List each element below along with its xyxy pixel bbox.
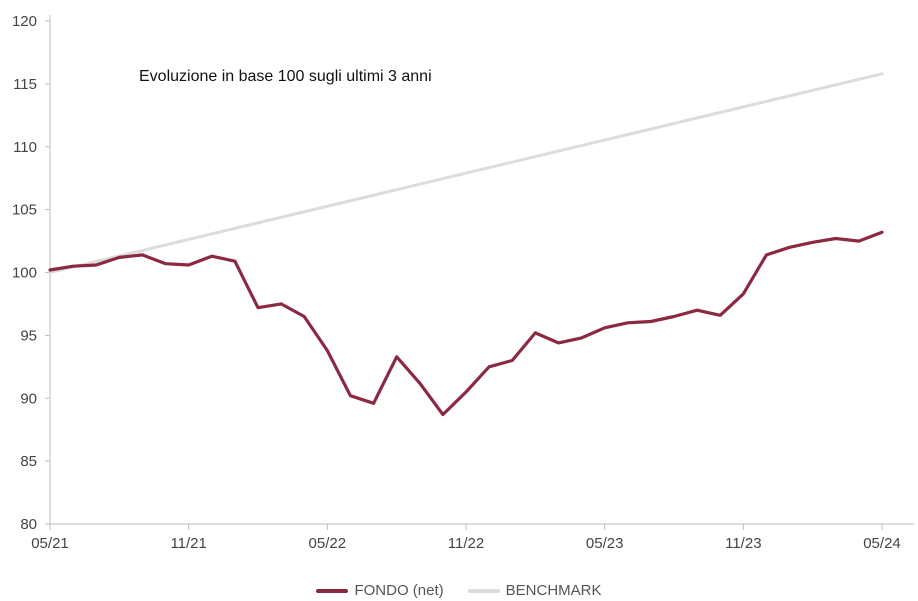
x-tick-label: 11/21 xyxy=(170,535,206,552)
legend-item-fondo: FONDO (net) xyxy=(316,582,444,599)
series-line-benchmark xyxy=(48,72,884,274)
legend-swatch-fondo xyxy=(316,588,349,593)
y-tick-label: 85 xyxy=(20,453,37,470)
chart-title: Evoluzione in base 100 sugli ultimi 3 an… xyxy=(139,68,432,85)
legend-label-fondo: FONDO (net) xyxy=(354,582,444,599)
legend-swatch-benchmark xyxy=(467,588,500,593)
legend-label-benchmark: BENCHMARK xyxy=(505,582,602,599)
x-tick-label: 05/23 xyxy=(586,535,624,552)
series-line-fondo xyxy=(48,230,884,417)
y-tick-label: 110 xyxy=(13,139,37,156)
series-layer xyxy=(48,72,884,417)
x-tick-label: 11/23 xyxy=(725,535,761,552)
y-tick-label: 115 xyxy=(13,76,37,93)
y-tick-label: 100 xyxy=(12,265,37,282)
x-tick-label: 05/24 xyxy=(863,535,901,552)
legend-item-benchmark: BENCHMARK xyxy=(467,582,602,599)
x-tick-label: 11/22 xyxy=(448,535,484,552)
chart-axes: 80 85 90 95 100 105 110 115 120 05/21 11/21 05/22 11… xyxy=(12,13,914,552)
legend: FONDO (net) BENCHMARK xyxy=(0,582,918,599)
y-tick-label: 105 xyxy=(12,202,37,219)
y-tick-label: 90 xyxy=(20,390,37,407)
y-tick-label: 95 xyxy=(20,327,37,344)
x-tick-label: 05/21 xyxy=(31,535,69,552)
y-tick-label: 80 xyxy=(20,516,37,533)
x-tick-label: 05/22 xyxy=(309,535,347,552)
y-tick-label: 120 xyxy=(12,13,37,30)
